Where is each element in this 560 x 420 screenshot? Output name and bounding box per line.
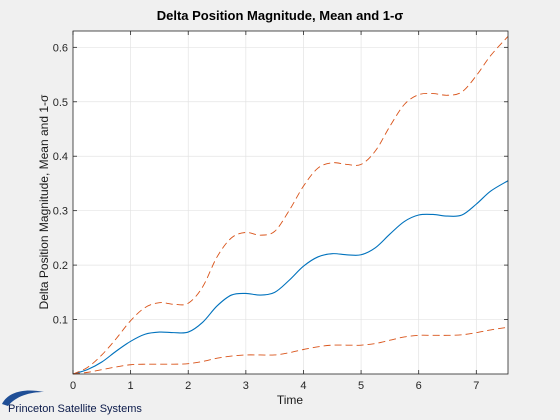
plot-area [73,31,508,374]
y-tick-label: 0.5 [53,97,68,109]
y-tick-label: 0.1 [53,315,68,327]
x-axis-label: Time [277,393,304,407]
plot-frame [72,30,509,375]
x-tick-label: 5 [358,380,364,392]
x-tick-label: 1 [128,380,134,392]
logo-text: Princeton Satellite Systems [8,403,142,415]
sigma-bound-series-line [72,326,509,375]
x-tick-label: 4 [300,380,306,392]
y-axis-ticks: 0.1 0.2 0.3 0.4 0.5 0.6 [53,42,508,327]
y-tick-label: 0.6 [53,42,68,54]
x-tick-label: 6 [416,380,422,392]
x-tick-label: 7 [473,380,479,392]
y-tick-label: 0.4 [53,151,68,163]
series-layer [72,36,509,375]
x-tick-label: 0 [70,380,76,392]
chart-title: Delta Position Magnitude, Mean and 1-σ [157,8,404,23]
grid-lines [73,31,508,374]
satellite-swoosh-icon [2,390,44,406]
company-logo: Princeton Satellite Systems [2,390,142,415]
y-tick-label: 0.3 [53,206,68,218]
mean-series-line [72,180,509,375]
x-tick-label: 3 [243,380,249,392]
sigma-bound-series-line [72,36,509,375]
y-axis-label: Delta Position Magnitude, Mean and 1-σ [37,94,51,309]
x-tick-label: 2 [185,380,191,392]
y-tick-label: 0.2 [53,260,68,272]
x-axis-ticks: 0 1 2 3 4 5 6 7 [70,31,479,392]
